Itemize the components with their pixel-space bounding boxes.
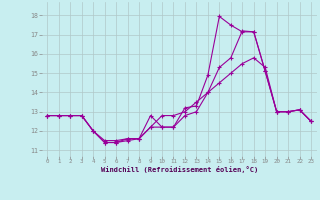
X-axis label: Windchill (Refroidissement éolien,°C): Windchill (Refroidissement éolien,°C) (100, 166, 258, 173)
